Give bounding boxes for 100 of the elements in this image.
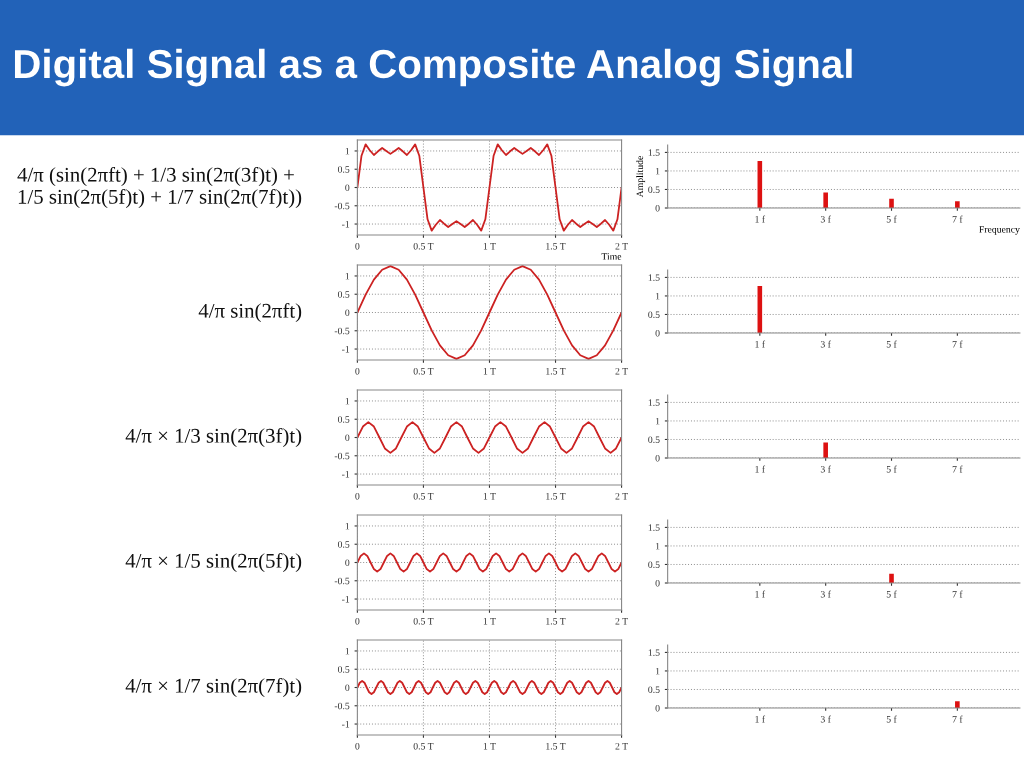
x-tick-label: 0 <box>355 742 360 750</box>
y-tick-label: -1 <box>342 595 350 603</box>
y-tick-label: 0 <box>345 684 350 691</box>
y-tick-label: 0.5 <box>337 541 350 548</box>
y-tick-label: 1.5 <box>648 649 660 656</box>
x-tick-label: 0 <box>355 492 360 500</box>
y-tick-label: -1 <box>342 470 350 478</box>
y-tick-label: 0 <box>345 559 350 566</box>
x-tick-label: 5 f <box>886 590 897 598</box>
y-tick-label: 1 <box>345 522 350 530</box>
y-tick-label: 0 <box>345 309 350 316</box>
line-series <box>357 143 622 232</box>
y-tick-label: -0.5 <box>334 327 350 335</box>
y-tick-label: 1 <box>656 292 660 300</box>
y-tick-label: 1 <box>656 667 660 675</box>
x-tick-label: 7 f <box>952 590 963 598</box>
x-tick-label: 0.5 T <box>413 492 434 500</box>
y-tick-label: 0.5 <box>648 561 660 568</box>
y-tick-label: 1.5 <box>648 274 660 281</box>
x-tick-label: 0.5 T <box>413 367 434 375</box>
y-tick-label: 1 <box>345 272 350 280</box>
y-tick-label: 1 <box>656 417 660 425</box>
x-tick-label: 1 T <box>483 242 496 250</box>
x-tick-label: 1.5 T <box>546 617 566 625</box>
x-tick-label: 5 f <box>886 340 897 348</box>
x-tick-label: 0.5 T <box>413 617 434 625</box>
x-tick-label: 1.5 T <box>546 367 566 375</box>
x-tick-label: 0 <box>355 367 360 375</box>
x-tick-label: 0.5 T <box>413 742 434 750</box>
x-axis-title: Frequency <box>979 226 1020 235</box>
y-tick-label: 1.5 <box>648 399 660 406</box>
line-series <box>357 421 622 454</box>
x-tick-label: 2 T <box>615 242 628 250</box>
x-tick-label: 0.5 T <box>413 242 434 250</box>
x-tick-label: 2 T <box>615 367 628 375</box>
y-tick-label: 1 <box>345 647 350 655</box>
x-tick-label: 3 f <box>820 590 831 598</box>
y-tick-label: -1 <box>342 720 350 728</box>
y-tick-label: 0 <box>655 204 660 212</box>
x-tick-label: 1.5 T <box>546 242 566 250</box>
x-tick-label: 2 T <box>615 617 628 625</box>
x-tick-label: 1 f <box>755 215 766 223</box>
x-tick-label: 5 f <box>886 465 897 473</box>
text: 4/π × 1/7 sin(2π(7f)t) <box>125 677 302 698</box>
line-series <box>357 680 622 695</box>
x-tick-label: 1 T <box>483 492 496 500</box>
x-tick-label: 1.5 T <box>546 492 566 500</box>
y-tick-label: 1 <box>656 542 660 550</box>
x-tick-label: 3 f <box>820 215 831 223</box>
y-tick-label: 0 <box>655 454 660 462</box>
x-tick-label: 7 f <box>952 465 963 473</box>
x-tick-label: 1 T <box>483 367 496 375</box>
y-tick-label: -0.5 <box>334 202 350 210</box>
y-tick-label: 1 <box>345 147 350 155</box>
y-tick-label: 1.5 <box>648 524 660 531</box>
x-tick-label: 5 f <box>886 215 897 223</box>
y-tick-label: 0 <box>345 434 350 441</box>
bar <box>955 201 960 208</box>
line-series <box>357 552 622 573</box>
y-tick-label: 0 <box>655 704 660 712</box>
text: 4/π × 1/5 sin(2π(5f)t) <box>125 552 302 573</box>
y-tick-label: 0.5 <box>648 311 660 318</box>
y-tick-label: -1 <box>342 345 350 353</box>
text: 4/π × 1/3 sin(2π(3f)t) <box>125 427 302 448</box>
y-tick-label: 0 <box>345 184 350 191</box>
y-tick-label: 0.5 <box>337 666 350 673</box>
text: 4/π (sin(2πft) + 1/3 sin(2π(3f)t) + 1/5 sin(2π(5f)t) + 1/7 sin(2π(7f)t)) <box>17 166 302 209</box>
x-tick-label: 0 <box>355 242 360 250</box>
x-tick-label: 1 f <box>755 340 766 348</box>
text: 4/π sin(2πft) <box>198 302 302 323</box>
chart-title: Digital Signal as a Composite Analog Signal <box>14 48 852 87</box>
y-tick-label: 0.5 <box>337 416 350 423</box>
x-tick-label: 2 T <box>615 742 628 750</box>
y-tick-label: 0.5 <box>337 291 350 298</box>
line-series <box>357 265 622 360</box>
x-tick-label: 7 f <box>952 215 963 223</box>
y-tick-label: 0.5 <box>337 166 350 173</box>
y-tick-label: 1.5 <box>648 149 660 156</box>
x-tick-label: 1 T <box>483 617 496 625</box>
x-tick-label: 1 T <box>483 742 496 750</box>
y-tick-label: -0.5 <box>334 702 350 710</box>
y-tick-label: -0.5 <box>334 452 350 460</box>
y-tick-label: -1 <box>342 220 350 228</box>
x-tick-label: 1 f <box>755 715 766 723</box>
y-tick-label: 0 <box>655 579 660 587</box>
y-tick-label: 0 <box>655 329 660 337</box>
x-tick-label: 5 f <box>886 715 897 723</box>
x-tick-label: 3 f <box>820 340 831 348</box>
x-tick-label: 1.5 T <box>546 742 566 750</box>
x-axis-title: Time <box>601 253 622 260</box>
x-tick-label: 3 f <box>820 465 831 473</box>
y-tick-label: -0.5 <box>334 577 350 585</box>
x-tick-label: 2 T <box>615 492 628 500</box>
x-tick-label: 7 f <box>952 340 963 348</box>
x-tick-label: 1 f <box>755 590 766 598</box>
x-tick-label: 1 f <box>755 465 766 473</box>
y-tick-label: 1 <box>656 167 660 175</box>
bar <box>889 198 894 208</box>
x-tick-label: 3 f <box>820 715 831 723</box>
x-tick-label: 7 f <box>952 715 963 723</box>
